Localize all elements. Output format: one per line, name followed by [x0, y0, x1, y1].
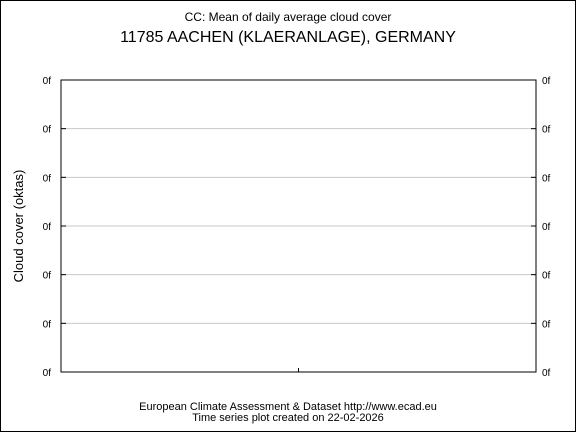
- y-tick-label-right: 0f: [542, 271, 551, 282]
- y-tick-label-right: 0f: [542, 125, 551, 136]
- y-tick-label-left: 0f: [43, 368, 52, 379]
- y-tick-label-right: 0f: [542, 222, 551, 233]
- chart-title: CC: Mean of daily average cloud cover: [185, 10, 392, 24]
- chart-subtitle: 11785 AACHEN (KLAERANLAGE), GERMANY: [120, 29, 456, 46]
- y-tick-label-left: 0f: [43, 173, 52, 184]
- y-tick-label-left: 0f: [43, 222, 52, 233]
- y-tick-label-left: 0f: [43, 76, 52, 87]
- axis-ticks: [61, 79, 536, 373]
- y-tick-label-left: 0f: [43, 319, 52, 330]
- y-tick-label-right: 0f: [542, 173, 551, 184]
- y-tick-label-right: 0f: [542, 368, 551, 379]
- y-tick-label-left: 0f: [43, 125, 52, 136]
- footer-created: Time series plot created on 22-02-2026: [192, 412, 384, 424]
- grid-lines: [61, 128, 536, 324]
- y-axis-tick-labels-left: 0f 0f 0f 0f 0f 0f 0f: [43, 76, 52, 379]
- y-tick-label-right: 0f: [542, 319, 551, 330]
- footer-source: European Climate Assessment & Dataset ht…: [139, 401, 437, 413]
- y-tick-label-right: 0f: [542, 76, 551, 87]
- y-axis-label: Cloud cover (oktas): [11, 170, 26, 283]
- y-axis-tick-labels-right: 0f 0f 0f 0f 0f 0f 0f: [542, 76, 551, 379]
- y-tick-label-left: 0f: [43, 271, 52, 282]
